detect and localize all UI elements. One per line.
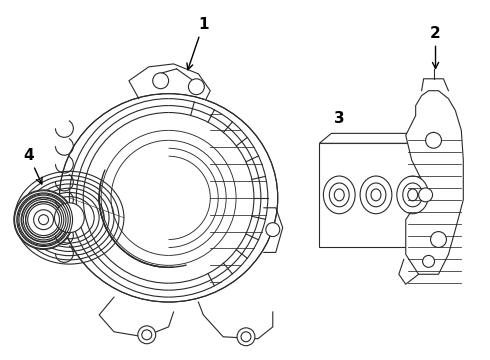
Ellipse shape xyxy=(366,183,386,207)
Circle shape xyxy=(422,255,435,267)
Text: 2: 2 xyxy=(430,26,441,68)
Circle shape xyxy=(426,132,441,148)
Ellipse shape xyxy=(360,176,392,214)
Circle shape xyxy=(22,198,65,242)
Circle shape xyxy=(241,332,251,342)
Circle shape xyxy=(138,326,156,344)
Ellipse shape xyxy=(371,189,381,201)
Bar xyxy=(319,143,434,247)
Ellipse shape xyxy=(59,94,278,302)
Circle shape xyxy=(14,190,74,249)
Circle shape xyxy=(34,210,53,230)
Ellipse shape xyxy=(397,176,429,214)
Circle shape xyxy=(189,79,204,95)
Circle shape xyxy=(153,73,169,89)
Polygon shape xyxy=(434,133,445,247)
Ellipse shape xyxy=(334,189,344,201)
Ellipse shape xyxy=(408,189,417,201)
Text: 3: 3 xyxy=(334,111,344,126)
Circle shape xyxy=(142,330,152,340)
Polygon shape xyxy=(319,133,445,143)
Circle shape xyxy=(431,231,446,247)
Circle shape xyxy=(54,203,84,233)
Circle shape xyxy=(237,328,255,346)
Circle shape xyxy=(25,202,61,238)
Text: 4: 4 xyxy=(24,148,42,184)
Text: 1: 1 xyxy=(187,17,209,70)
Ellipse shape xyxy=(323,176,355,214)
Polygon shape xyxy=(406,91,464,274)
Circle shape xyxy=(418,188,433,202)
Circle shape xyxy=(18,194,70,246)
Circle shape xyxy=(266,223,280,237)
Ellipse shape xyxy=(403,183,422,207)
Ellipse shape xyxy=(329,183,349,207)
